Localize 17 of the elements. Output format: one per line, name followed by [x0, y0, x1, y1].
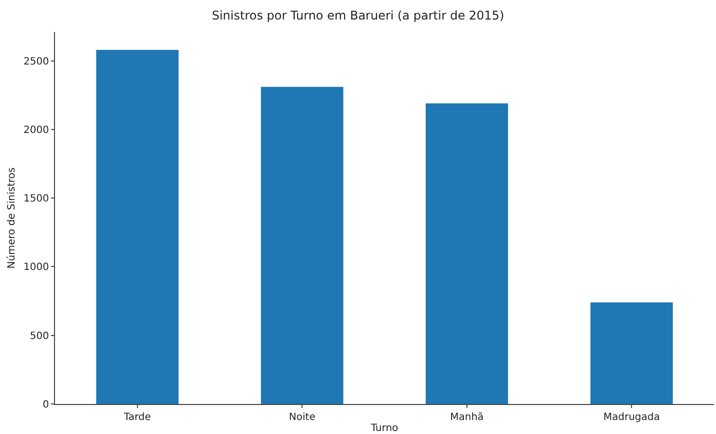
y-tick-label: 500: [30, 330, 49, 342]
x-tick-label: Noite: [288, 412, 316, 423]
y-tick-label: 1500: [24, 194, 49, 205]
y-tick-label: 2500: [24, 56, 49, 68]
bar: [590, 302, 673, 404]
x-axis-title: Turno: [370, 423, 398, 434]
x-tick-label: Manhã: [450, 412, 484, 423]
x-tick-label: Madrugada: [603, 412, 660, 423]
bar: [96, 50, 179, 404]
y-tick-label: 2000: [24, 124, 49, 136]
y-axis-title: Número de Sinistros: [6, 167, 18, 269]
chart-title: Sinistros por Turno em Barueri (a partir de 2015): [212, 8, 504, 22]
bar: [260, 86, 344, 404]
bar: [426, 103, 508, 404]
y-tick-label: 1000: [24, 262, 49, 274]
y-tick-label: 0: [42, 400, 49, 410]
x-tick-label: Tarde: [122, 412, 151, 423]
